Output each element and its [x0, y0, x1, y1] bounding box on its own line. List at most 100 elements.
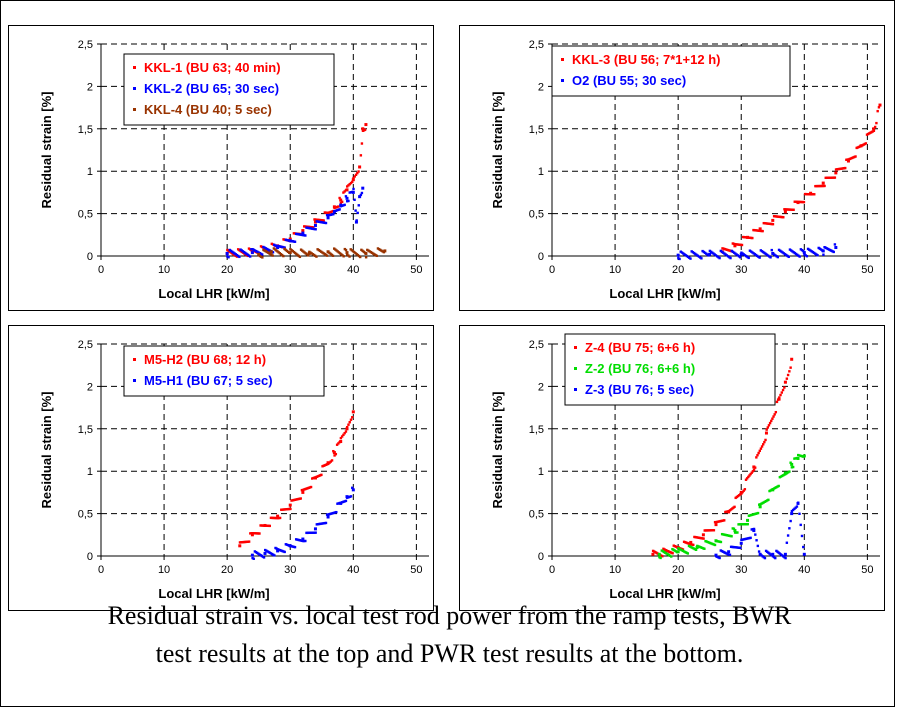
data-point [746, 518, 750, 522]
data-point [268, 524, 271, 528]
data-point [226, 248, 229, 252]
data-point [792, 208, 795, 211]
data-point [718, 556, 721, 560]
data-point [364, 256, 368, 259]
x-tick-label: 10 [609, 564, 621, 576]
data-point [375, 254, 378, 258]
data-point [742, 253, 746, 256]
data-point [763, 440, 766, 444]
data-point [227, 249, 230, 253]
data-point [358, 165, 362, 169]
data-point [714, 539, 718, 543]
data-point [670, 555, 673, 558]
data-point [331, 254, 335, 257]
data-point [239, 248, 242, 251]
data-point [754, 253, 758, 257]
data-point [752, 468, 756, 472]
y-tick-label: 1,5 [529, 424, 544, 436]
data-point [268, 249, 271, 252]
y-axis-label: Residual strain [%] [490, 91, 505, 208]
legend-entry: Z-4 (BU 75; 6+6 h) [585, 340, 695, 355]
caption-line-2: test results at the top and PWR test res… [155, 639, 744, 668]
x-tick-label: 50 [410, 564, 422, 576]
data-point [719, 249, 723, 253]
x-tick-label: 30 [735, 564, 747, 576]
legend: M5-H2 (BU 68; 12 h) M5-H1 (BU 67; 5 sec) [123, 345, 325, 397]
y-tick-label: 0,5 [78, 209, 93, 221]
data-point [753, 252, 756, 256]
data-point [361, 186, 365, 190]
data-point [775, 400, 779, 404]
data-point [309, 485, 313, 489]
data-point [751, 470, 755, 473]
x-tick-label: 40 [347, 564, 359, 576]
data-point [688, 256, 691, 259]
data-point [762, 250, 765, 254]
data-point [678, 257, 681, 261]
legend-entry: KKL-2 (BU 65; 30 sec) [144, 81, 279, 96]
data-point [345, 495, 349, 499]
data-point [342, 500, 345, 504]
data-point [259, 245, 263, 248]
data-point [832, 250, 835, 254]
series-1 [225, 186, 365, 259]
data-point [713, 543, 717, 547]
x-tick-label: 0 [98, 264, 104, 276]
data-point [330, 459, 334, 462]
data-point [332, 210, 336, 214]
data-point [315, 255, 318, 258]
data-point [241, 250, 245, 253]
data-point [749, 472, 752, 476]
data-point [247, 247, 251, 250]
data-point [758, 256, 761, 259]
data-point [306, 254, 310, 257]
data-point [262, 245, 265, 249]
data-point [327, 214, 330, 217]
legend-entry: M5-H2 (BU 68; 12 h) [144, 352, 266, 367]
data-point [786, 471, 790, 474]
data-point [343, 203, 346, 207]
data-point [777, 397, 781, 401]
data-point [278, 516, 282, 520]
data-point [363, 128, 367, 131]
data-point [805, 254, 809, 258]
data-point [764, 438, 767, 442]
figure-caption: Residual strain vs. local test rod power… [21, 597, 878, 673]
data-point [345, 251, 349, 255]
data-point [356, 211, 359, 215]
scatter-chart: 0 10 20 30 40 50 0 0,5 1 1,5 2 2,5 Local LHR [kW/m] R… [490, 333, 880, 601]
data-point [313, 220, 317, 224]
data-point [259, 252, 263, 256]
data-point [786, 373, 790, 377]
data-point [250, 251, 254, 255]
x-tick-label: 50 [861, 264, 873, 276]
data-point [799, 248, 803, 251]
data-point [740, 251, 743, 254]
data-point [235, 255, 239, 258]
series-1 [250, 486, 355, 560]
y-tick-label: 2 [87, 381, 93, 393]
data-point [283, 246, 286, 249]
data-point [732, 527, 736, 530]
data-point [345, 188, 349, 192]
x-tick-label: 20 [672, 264, 684, 276]
data-point [875, 121, 878, 125]
legend: Z-4 (BU 75; 6+6 h) Z-2 (BU 76; 6+6 h) Z-3 … [564, 333, 776, 406]
data-point [776, 255, 780, 259]
data-point [289, 507, 292, 511]
data-point [735, 253, 738, 256]
data-point [335, 209, 339, 212]
data-point [740, 243, 744, 247]
data-point [348, 495, 351, 499]
data-point [793, 457, 796, 460]
series-0 [720, 103, 882, 254]
series-0 [238, 410, 355, 548]
data-point [689, 257, 692, 260]
data-point [714, 553, 718, 557]
data-point [326, 250, 330, 254]
data-point [339, 436, 343, 440]
data-point [325, 254, 329, 257]
x-tick-label: 50 [861, 564, 873, 576]
data-point [263, 551, 267, 555]
x-tick-label: 30 [735, 264, 747, 276]
